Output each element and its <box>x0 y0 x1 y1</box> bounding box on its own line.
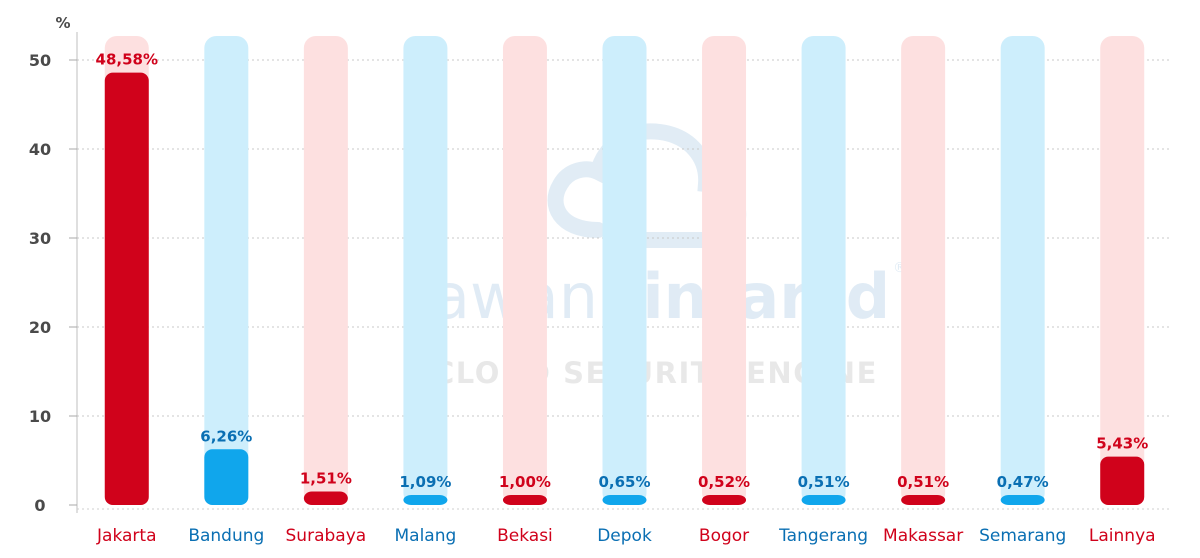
bar-track <box>702 36 747 505</box>
bar-track <box>204 36 249 505</box>
data-label: 0,65% <box>598 473 650 491</box>
y-tick-label: 10 <box>29 407 51 426</box>
x-tick-label: Bekasi <box>497 526 553 546</box>
x-tick-label: Malang <box>395 526 457 546</box>
bar <box>801 495 846 505</box>
x-tick-label: Lainnya <box>1089 526 1156 546</box>
bar-track <box>1000 36 1045 505</box>
x-tick-label: Makassar <box>883 526 963 546</box>
bar-track <box>403 36 448 505</box>
labels: 48,58% Jakarta 6,26% Bandung 1,51% Surabaya 1,… <box>96 51 1156 546</box>
x-tick-label: Jakarta <box>96 526 156 546</box>
data-label: 1,09% <box>399 473 451 491</box>
data-label: 0,51% <box>897 473 949 491</box>
data-label: 1,00% <box>499 473 551 491</box>
data-label: 6,26% <box>200 427 252 445</box>
bar <box>702 495 747 505</box>
y-tick-label: 50 <box>29 51 51 70</box>
x-tick-label: Tangerang <box>778 526 868 546</box>
bar <box>602 495 647 505</box>
bar <box>403 495 448 505</box>
y-tick-label: 30 <box>29 229 51 248</box>
bars <box>104 36 1145 505</box>
bar <box>901 495 946 505</box>
bar <box>303 491 348 505</box>
bar <box>204 449 249 505</box>
y-tick-label: 40 <box>29 140 51 159</box>
x-tick-label: Surabaya <box>286 526 367 546</box>
data-label: 0,52% <box>698 473 750 491</box>
bar-track <box>901 36 946 505</box>
x-tick-label: Semarang <box>979 526 1066 546</box>
data-label: 5,43% <box>1096 435 1148 453</box>
data-label: 48,58% <box>96 51 158 69</box>
x-tick-label: Bogor <box>699 526 749 546</box>
bar-track <box>502 36 547 505</box>
axes: % 0 10 20 30 40 50 <box>29 14 1172 515</box>
bar <box>1000 495 1045 505</box>
y-axis-unit-label: % <box>55 14 70 32</box>
data-label: 0,51% <box>798 473 850 491</box>
bar-track <box>303 36 348 505</box>
bar <box>104 72 149 505</box>
bar-track <box>602 36 647 505</box>
data-label: 0,47% <box>997 473 1049 491</box>
bar <box>1100 456 1145 505</box>
x-tick-label: Bandung <box>188 526 264 546</box>
bar <box>502 495 547 505</box>
bar-track <box>801 36 846 505</box>
x-tick-label: Depok <box>597 526 652 546</box>
y-tick-label: 20 <box>29 318 51 337</box>
data-label: 1,51% <box>300 470 352 488</box>
y-tick-label: 0 <box>34 496 45 515</box>
bar-track <box>1100 36 1145 505</box>
